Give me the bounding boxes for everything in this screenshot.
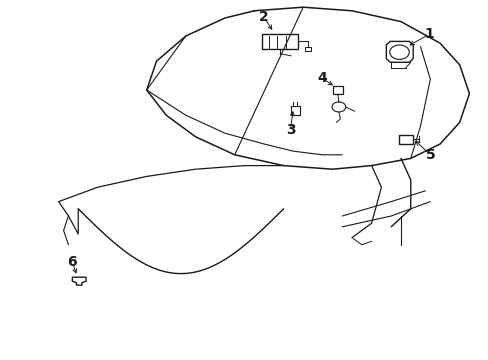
Text: 6: 6 xyxy=(67,255,77,269)
Text: 1: 1 xyxy=(424,27,433,41)
Text: 4: 4 xyxy=(317,72,327,85)
Text: 5: 5 xyxy=(425,148,434,162)
Text: 2: 2 xyxy=(259,10,268,24)
Text: 3: 3 xyxy=(285,123,295,136)
